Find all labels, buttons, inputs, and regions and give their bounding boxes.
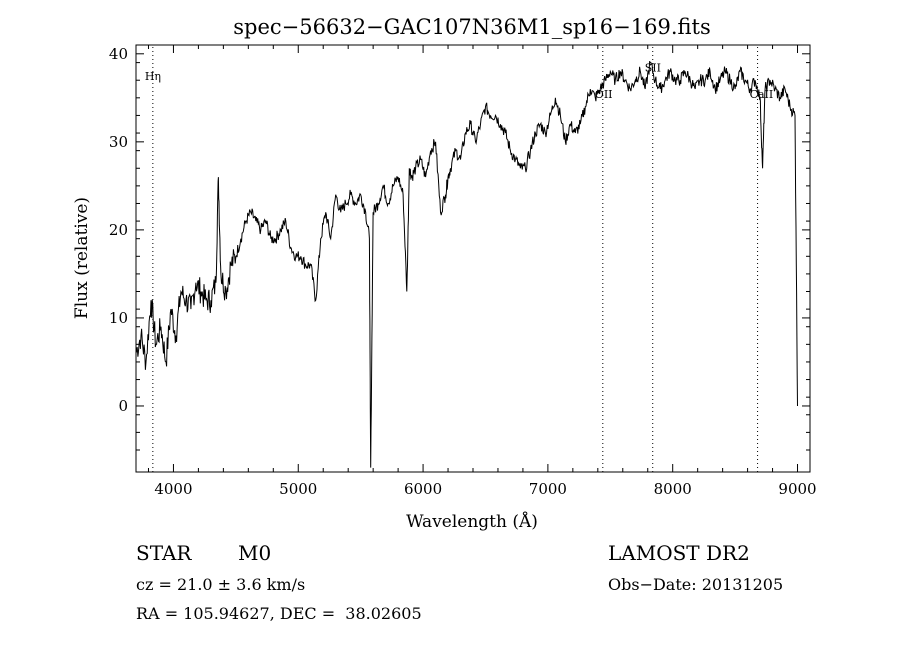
spectral-line-label: Hη bbox=[145, 70, 161, 83]
spectrum-series-line bbox=[135, 61, 798, 468]
x-tick-label: 7000 bbox=[529, 480, 567, 498]
axis-ticks: 4000 5000 6000 7000 8000 9000 0 10 20 30 40 bbox=[109, 45, 817, 498]
redshift-velocity: cz = 21.0 ± 3.6 km/s bbox=[136, 575, 306, 594]
plot-frame bbox=[135, 44, 811, 473]
chart-title: spec−56632−GAC107N36M1_sp16−169.fits bbox=[233, 15, 710, 39]
y-tick-label: 40 bbox=[109, 45, 128, 63]
x-tick-label: 8000 bbox=[654, 480, 692, 498]
x-axis-label: Wavelength (Å) bbox=[406, 511, 538, 532]
x-tick-label: 9000 bbox=[778, 480, 816, 498]
x-tick-label: 5000 bbox=[279, 480, 317, 498]
spectral-line-label: CaII bbox=[750, 88, 774, 101]
object-subclass: M0 bbox=[238, 541, 272, 565]
y-tick-label: 30 bbox=[109, 133, 128, 151]
x-tick-label: 4000 bbox=[154, 480, 192, 498]
object-class: STAR bbox=[136, 541, 192, 565]
y-tick-label: 10 bbox=[109, 309, 128, 327]
y-tick-label: 20 bbox=[109, 221, 128, 239]
survey-name: LAMOST DR2 bbox=[608, 541, 750, 565]
ra-dec-coordinates: RA = 105.94627, DEC = 38.02605 bbox=[136, 604, 422, 623]
y-axis-label: Flux (relative) bbox=[72, 197, 92, 319]
y-tick-label: 0 bbox=[118, 397, 128, 415]
x-tick-label: 6000 bbox=[404, 480, 442, 498]
observation-date: Obs−Date: 20131205 bbox=[608, 575, 784, 594]
